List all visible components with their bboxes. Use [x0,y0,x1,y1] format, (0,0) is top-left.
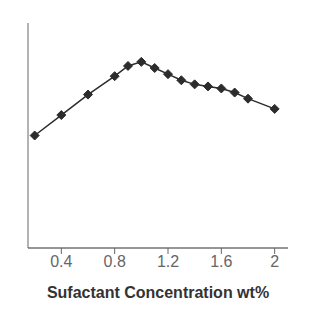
svg-text:1.2: 1.2 [157,253,179,270]
svg-text:0.4: 0.4 [50,253,72,270]
svg-text:0.8: 0.8 [104,253,126,270]
svg-text:1.6: 1.6 [210,253,232,270]
svg-text:Sufactant Concentration wt%: Sufactant Concentration wt% [47,284,269,301]
svg-text:2: 2 [270,253,279,270]
